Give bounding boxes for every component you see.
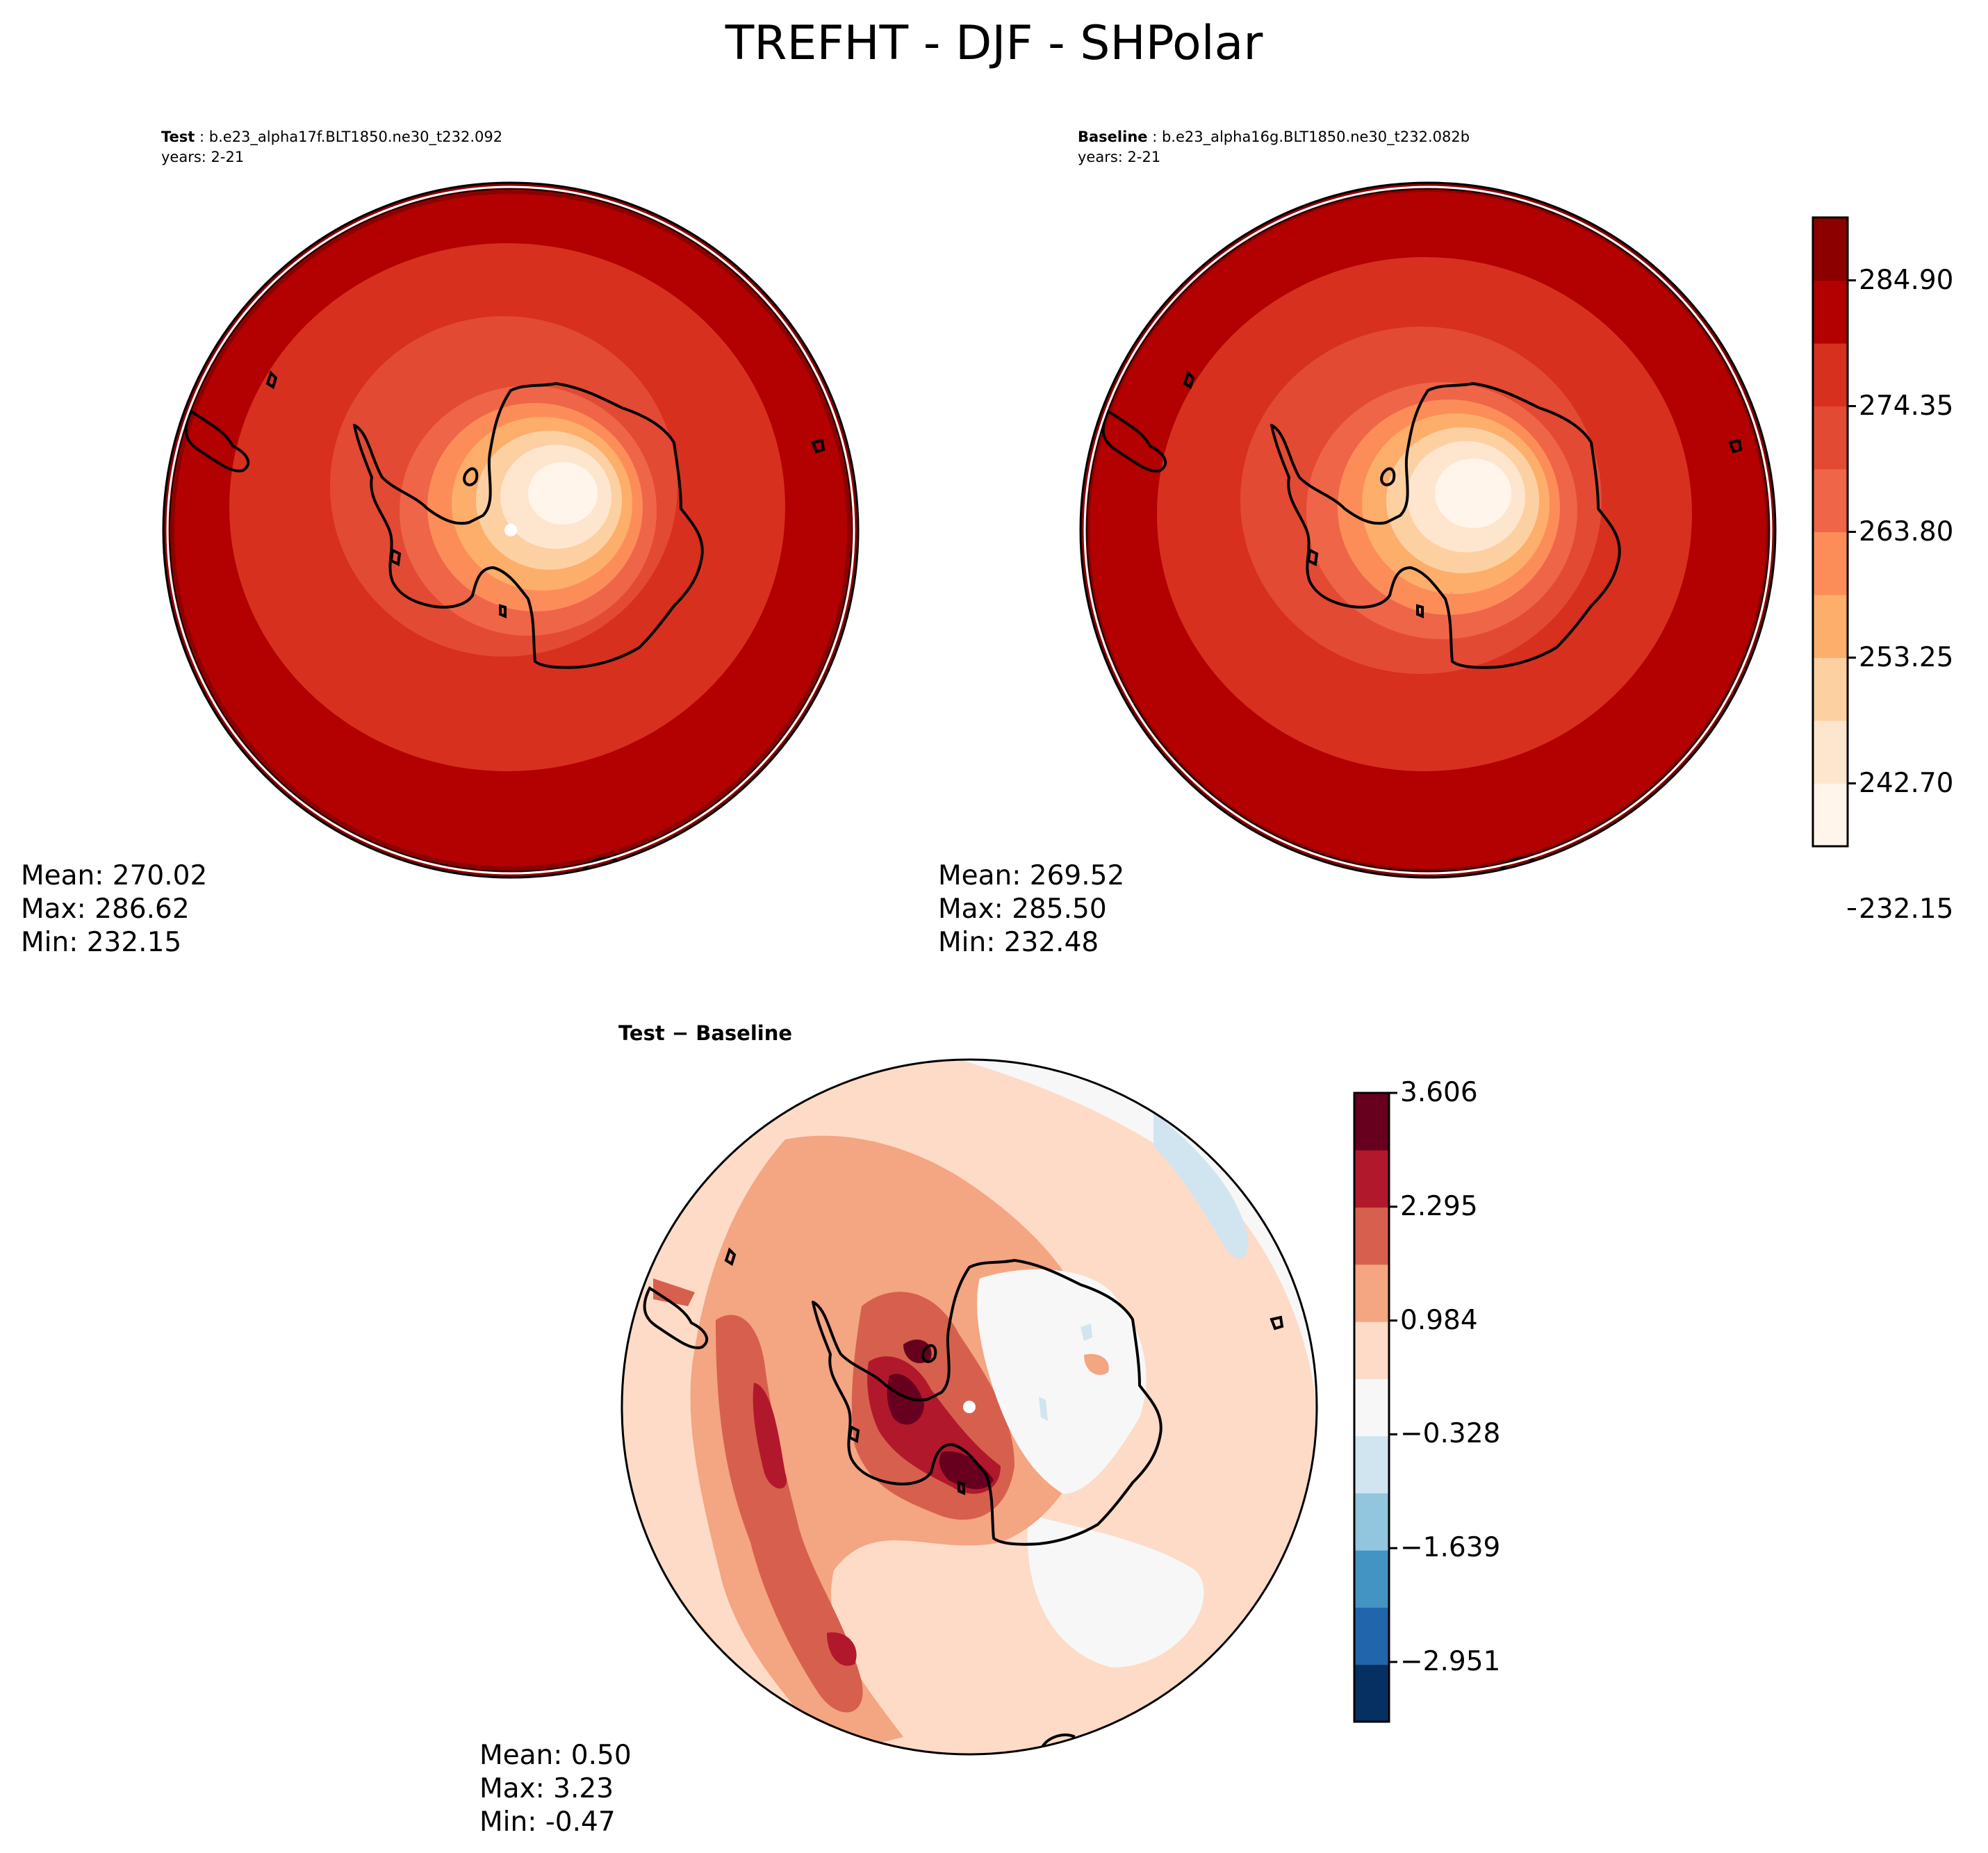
baseline-stats: Mean: 269.52 Max: 285.50 Min: 232.48 <box>938 859 1124 960</box>
test-label: Test <box>161 129 195 145</box>
difference-colorbar-swatch <box>1354 1435 1389 1494</box>
temperature-colorbar-swatch <box>1813 783 1848 847</box>
temperature-colorbar-swatch <box>1813 657 1848 721</box>
temperature-colorbar-swatch <box>1813 532 1848 595</box>
diff-caption: Test − Baseline <box>618 1021 793 1045</box>
temperature-colorbar-swatch <box>1813 406 1848 470</box>
temperature-colorbar-swatch <box>1813 595 1848 658</box>
difference-colorbar-tick-label: 2.295 <box>1400 1190 1478 1222</box>
temperature-colorbar-swatch <box>1813 280 1848 344</box>
test-max: Max: 286.62 <box>21 893 190 925</box>
difference-colorbar <box>1353 1092 1397 1723</box>
baseline-caption: Baseline : b.e23_alpha16g.BLT1850.ne30_t… <box>1078 129 1470 145</box>
difference-colorbar-tick-label: −0.328 <box>1400 1418 1501 1450</box>
difference-colorbar-swatch <box>1354 1550 1389 1608</box>
baseline-years: years: 2-21 <box>1078 149 1161 165</box>
baseline-mean: Mean: 269.52 <box>938 860 1125 891</box>
test-caption: Test : b.e23_alpha17f.BLT1850.ne30_t232.… <box>161 129 503 145</box>
test-mean: Mean: 270.02 <box>21 860 208 891</box>
difference-colorbar-swatch <box>1354 1150 1389 1208</box>
difference-colorbar-tick-label: −1.639 <box>1400 1532 1501 1564</box>
difference-colorbar-swatch <box>1354 1607 1389 1665</box>
difference-colorbar-tick-label: 3.606 <box>1400 1077 1478 1108</box>
temperature-colorbar-swatch <box>1813 217 1848 281</box>
baseline-map <box>1079 181 1777 879</box>
diff-max: Max: 3.23 <box>479 1773 614 1804</box>
difference-colorbar-tick-label: 0.984 <box>1400 1304 1478 1336</box>
difference-colorbar-swatch <box>1354 1492 1389 1551</box>
difference-colorbar-swatch <box>1354 1093 1389 1151</box>
baseline-label: Baseline <box>1078 129 1148 145</box>
temperature-colorbar-swatch <box>1813 343 1848 406</box>
figure-title: TREFHT - DJF - SHPolar <box>725 16 1263 71</box>
baseline-max: Max: 285.50 <box>938 893 1107 925</box>
diff-mean: Mean: 0.50 <box>479 1740 632 1771</box>
temperature-colorbar-tick-label: 253.25 <box>1859 641 1954 673</box>
difference-colorbar-swatch <box>1354 1664 1389 1722</box>
temperature-colorbar <box>1812 216 1856 910</box>
temperature-colorbar-tick-label: 274.35 <box>1859 390 1954 422</box>
temperature-colorbar-tick-label: 263.80 <box>1859 516 1954 547</box>
diff-map <box>621 1058 1318 1756</box>
test-map <box>162 181 860 879</box>
baseline-case: b.e23_alpha16g.BLT1850.ne30_t232.082b <box>1161 129 1470 145</box>
difference-colorbar-swatch <box>1354 1378 1389 1437</box>
temperature-colorbar-swatch <box>1813 469 1848 532</box>
temperature-colorbar-tick-label: 232.15 <box>1859 893 1954 925</box>
temperature-colorbar-tick-label: 284.90 <box>1859 264 1954 296</box>
test-min: Min: 232.15 <box>21 927 182 958</box>
test-stats: Mean: 270.02 Max: 286.62 Min: 232.15 <box>21 859 207 960</box>
test-years: years: 2-21 <box>161 149 245 165</box>
test-case: b.e23_alpha17f.BLT1850.ne30_t232.092 <box>208 129 503 145</box>
difference-colorbar-swatch <box>1354 1207 1389 1265</box>
difference-colorbar-tick-label: −2.951 <box>1400 1646 1501 1678</box>
difference-colorbar-swatch <box>1354 1264 1389 1322</box>
difference-colorbar-swatch <box>1354 1321 1389 1379</box>
temperature-colorbar-tick-label: 242.70 <box>1859 767 1954 799</box>
diff-stats: Mean: 0.50 Max: 3.23 Min: -0.47 <box>479 1739 632 1839</box>
baseline-min: Min: 232.48 <box>938 927 1099 958</box>
diff-min: Min: -0.47 <box>479 1806 616 1838</box>
temperature-colorbar-swatch <box>1813 720 1848 784</box>
